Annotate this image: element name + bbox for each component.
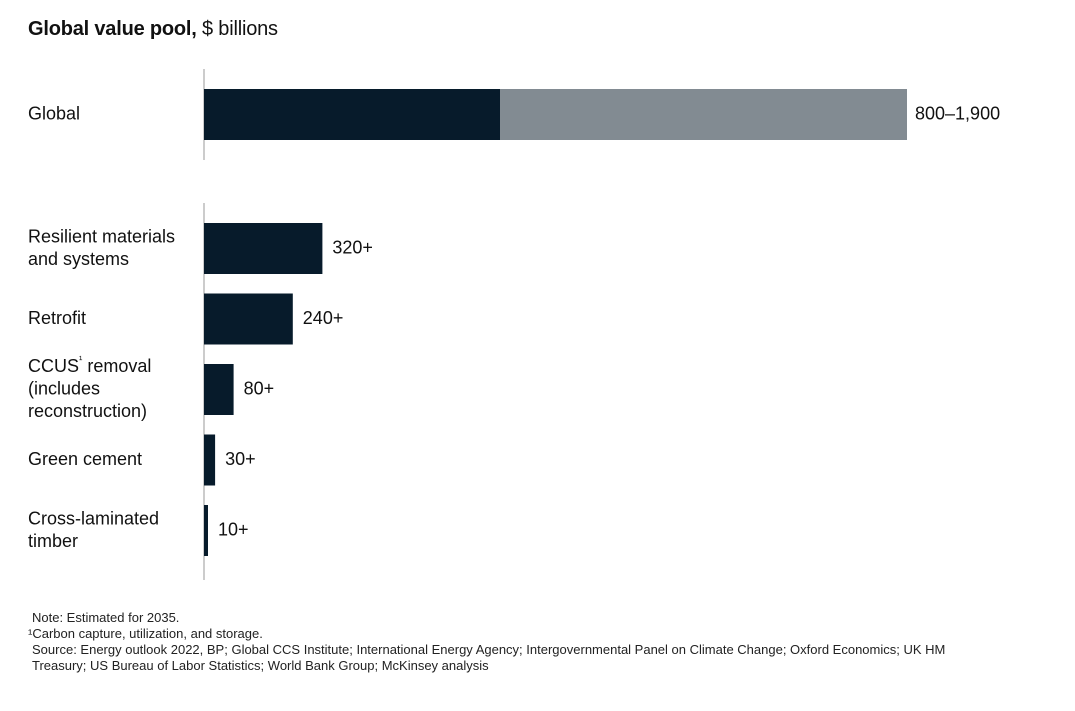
segment-bar-label-2-line: reconstruction) <box>28 401 147 421</box>
footnote-text: ¹Carbon capture, utilization, and storag… <box>28 626 263 641</box>
segment-value-label-0: 320+ <box>332 237 373 257</box>
segment-value-label-4: 10+ <box>218 519 249 539</box>
segment-bar-label-4: Cross-laminated timber <box>28 508 159 551</box>
chart-title-bold: Global value pool, <box>28 18 197 40</box>
global-bar-range <box>500 89 907 140</box>
segment-bar-label-3-line: Green cement <box>28 449 142 469</box>
segment-bar-label-2-line: CCUS¹ removal <box>28 355 151 376</box>
segment-bar-label-0-line: and systems <box>28 249 129 269</box>
global-value-label: 800–1,900 <box>915 103 1000 123</box>
segment-bar-label-4-line: timber <box>28 531 78 551</box>
segment-bar-label-3: Green cement <box>28 449 142 469</box>
note-text: Note: Estimated for 2035. <box>32 610 180 625</box>
source-text-line-2: Treasury; US Bureau of Labor Statistics;… <box>32 658 489 673</box>
global-bar-label-line: Global <box>28 103 80 123</box>
source-text-line-1: Source: Energy outlook 2022, BP; Global … <box>32 642 946 657</box>
segment-bar-label-1-line: Retrofit <box>28 308 86 328</box>
global-bar-label: Global <box>28 103 80 123</box>
superscript-marker: ¹ <box>79 355 83 366</box>
segment-bar-label-1: Retrofit <box>28 308 86 328</box>
chart-title-unit: $ billions <box>202 18 278 40</box>
segment-bar-1 <box>204 293 293 345</box>
segment-bar-label-2-line-rest: removal <box>82 356 151 376</box>
segment-bar-label-4-line: Cross-laminated <box>28 508 159 528</box>
chart-title: Global value pool, $ billions <box>28 18 278 41</box>
segment-bar-label-2-line: (includes <box>28 378 100 398</box>
segment-bar-2 <box>204 364 234 415</box>
segment-bar-0 <box>204 223 323 274</box>
global-bar-low <box>204 89 500 140</box>
segment-value-label-3: 30+ <box>225 449 256 469</box>
segment-bar-label-0: Resilient materials and systems <box>28 226 175 269</box>
segment-value-label-2: 80+ <box>244 378 275 398</box>
segment-bar-label-0-line: Resilient materials <box>28 226 175 246</box>
bar-chart: Global 800–1,900 Resilient materials and sy… <box>28 69 1000 580</box>
segment-bar-label-2: CCUS¹ removal (includes reconstruction) <box>28 355 151 421</box>
segment-value-label-1: 240+ <box>303 308 344 328</box>
chart-notes: Note: Estimated for 2035. ¹Carbon captur… <box>28 610 1038 674</box>
segment-bar-3 <box>204 434 216 486</box>
segment-bar-4 <box>204 505 208 556</box>
